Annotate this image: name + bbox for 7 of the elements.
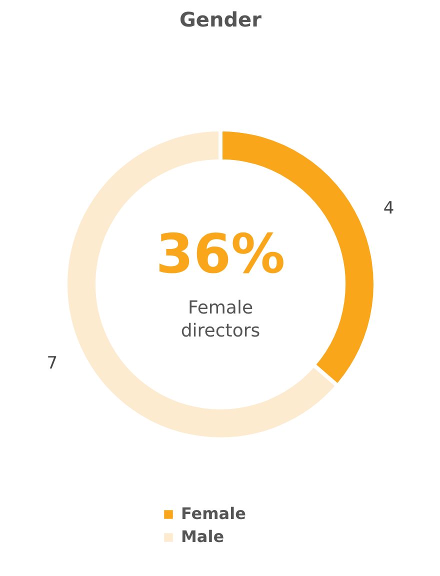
text: 36% (156, 222, 286, 286)
chart-title: Gender (180, 8, 262, 32)
legend-label: Male (181, 527, 224, 546)
legend-label: Female (181, 504, 246, 523)
text: Female directors (180, 298, 260, 342)
data-label: 4 (383, 198, 394, 218)
data-label: 7 (46, 353, 58, 374)
